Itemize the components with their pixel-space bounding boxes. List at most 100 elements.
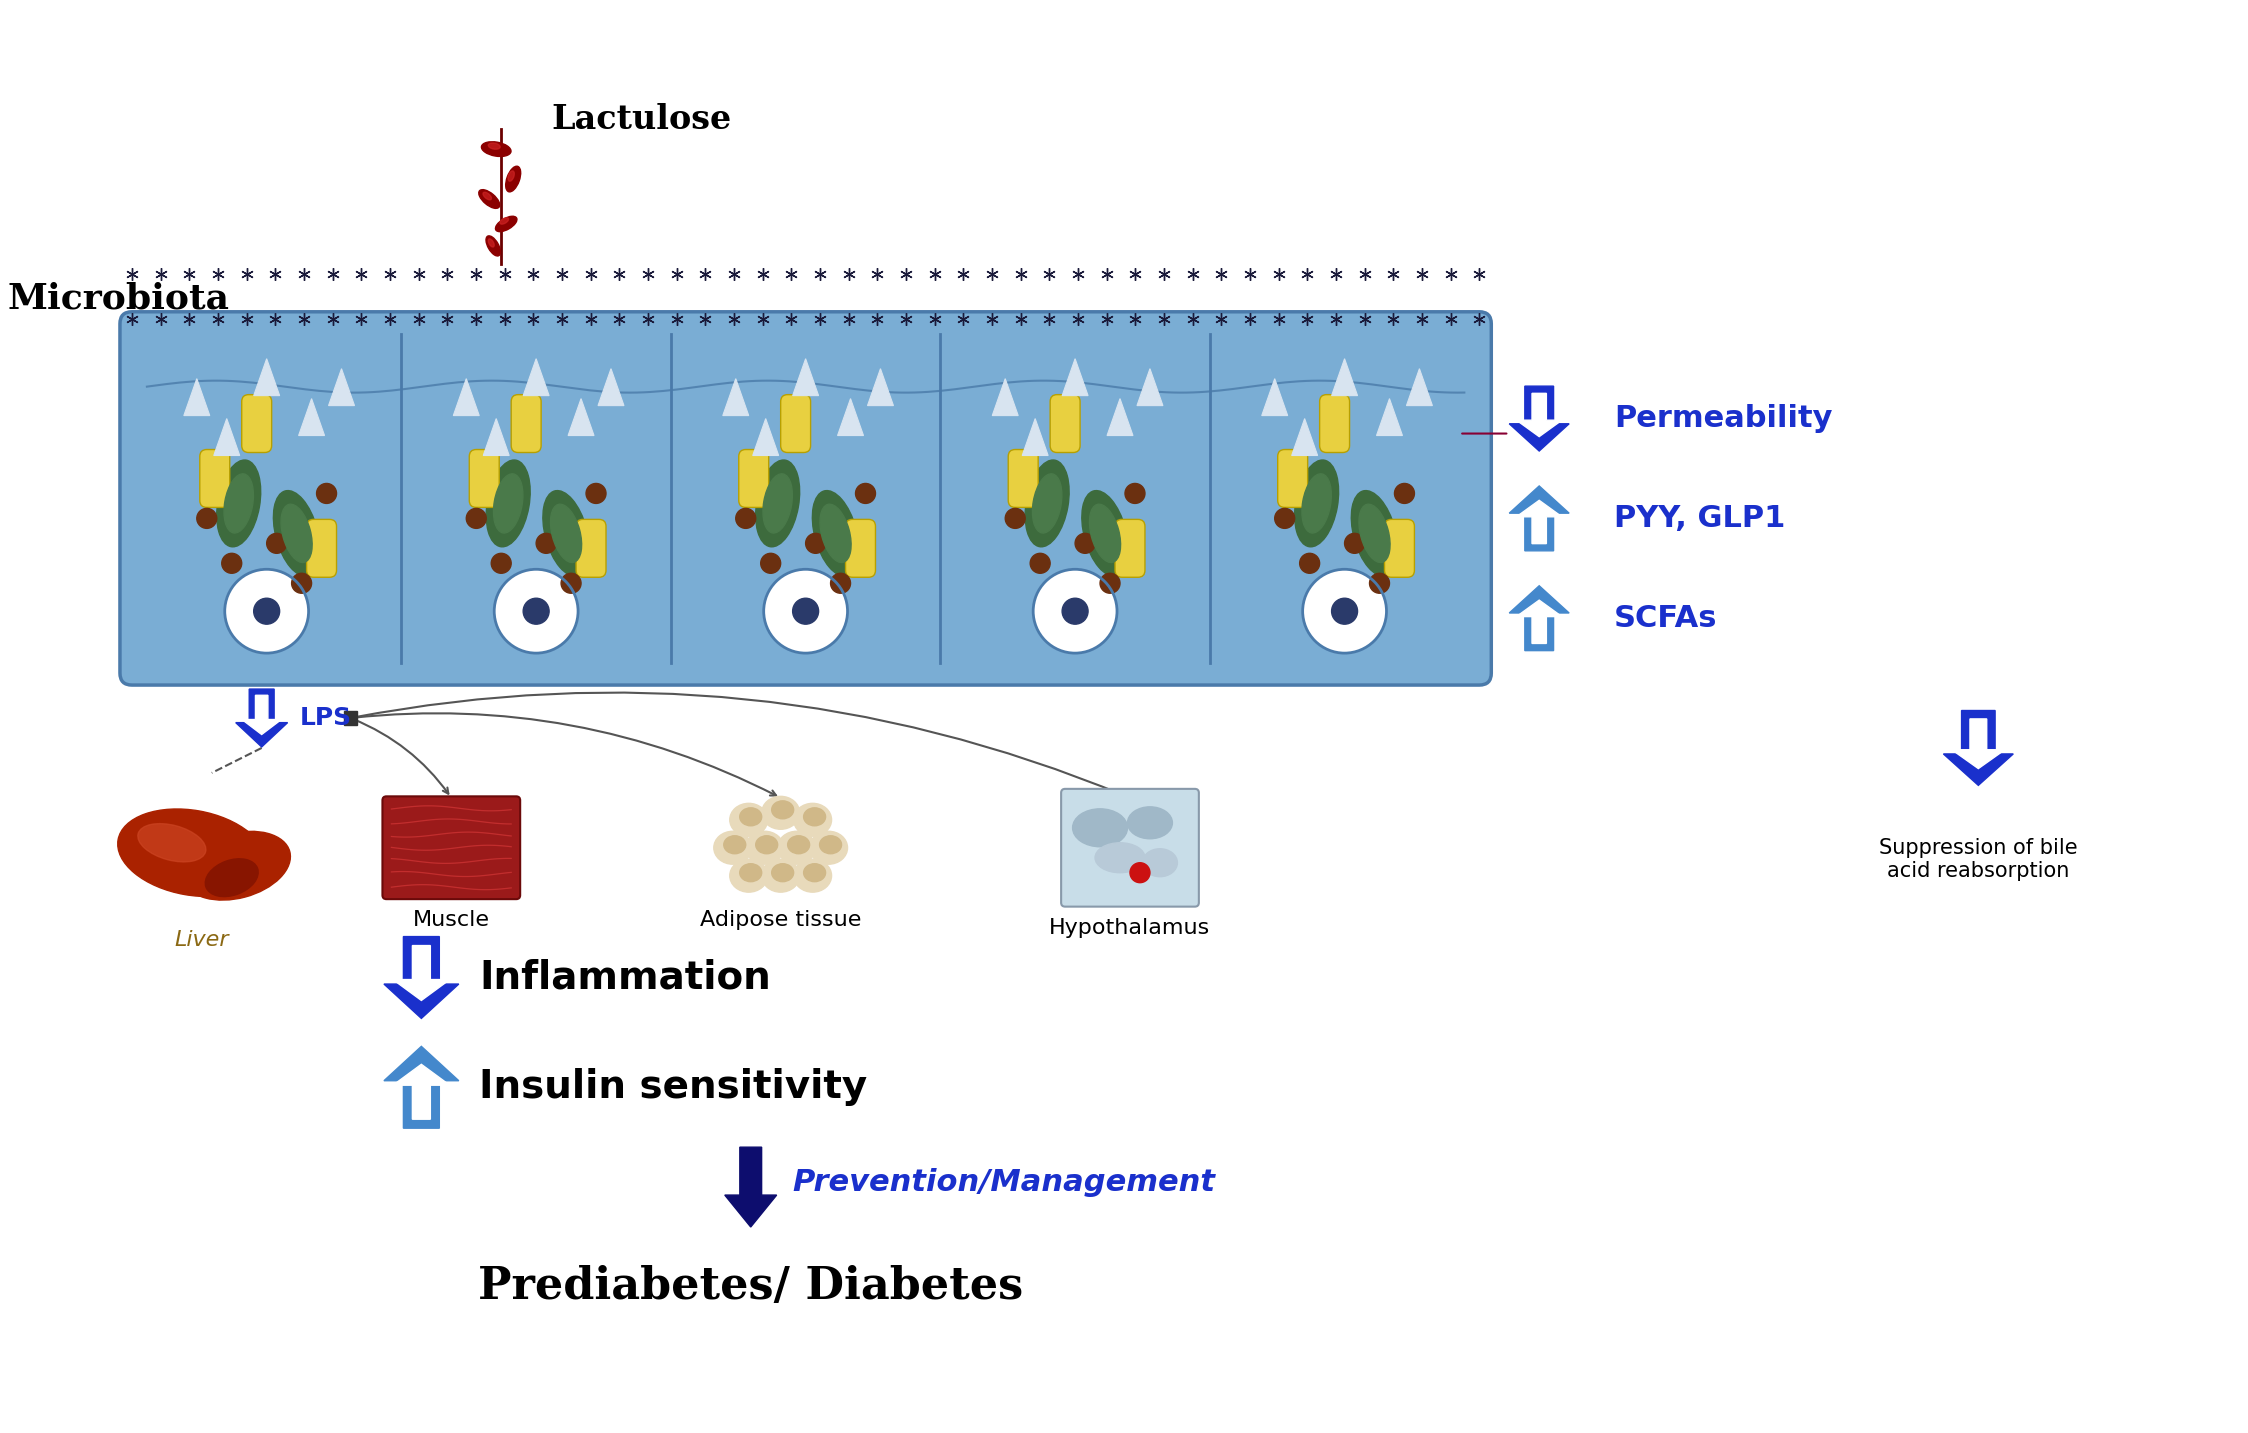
Circle shape xyxy=(254,598,279,625)
Polygon shape xyxy=(1293,418,1317,456)
Circle shape xyxy=(805,533,825,553)
Text: Hypothalamus: Hypothalamus xyxy=(1050,917,1212,937)
Circle shape xyxy=(535,533,555,553)
Polygon shape xyxy=(1376,398,1403,436)
Polygon shape xyxy=(384,937,459,1019)
Polygon shape xyxy=(1508,486,1569,550)
Ellipse shape xyxy=(274,490,319,576)
Polygon shape xyxy=(1508,586,1569,651)
Text: Permeability: Permeability xyxy=(1614,404,1832,433)
Polygon shape xyxy=(1517,600,1562,643)
Ellipse shape xyxy=(1081,490,1128,576)
Text: Inflammation: Inflammation xyxy=(479,959,771,996)
Ellipse shape xyxy=(771,801,794,818)
Polygon shape xyxy=(299,398,324,436)
Ellipse shape xyxy=(551,504,582,563)
Text: Adipose tissue: Adipose tissue xyxy=(699,910,861,930)
Polygon shape xyxy=(328,368,355,406)
Ellipse shape xyxy=(794,804,832,837)
FancyBboxPatch shape xyxy=(780,394,812,453)
Circle shape xyxy=(760,553,780,573)
Text: Muscle: Muscle xyxy=(414,910,490,930)
Circle shape xyxy=(764,569,847,653)
Circle shape xyxy=(1099,573,1120,593)
Ellipse shape xyxy=(778,831,816,864)
Ellipse shape xyxy=(205,858,259,897)
Ellipse shape xyxy=(1142,848,1178,877)
Polygon shape xyxy=(483,418,510,456)
Circle shape xyxy=(587,483,607,503)
Polygon shape xyxy=(598,368,625,406)
Ellipse shape xyxy=(483,192,492,199)
Polygon shape xyxy=(214,418,241,456)
Circle shape xyxy=(1394,483,1414,503)
Text: LPS: LPS xyxy=(299,706,351,729)
Ellipse shape xyxy=(216,460,261,547)
Ellipse shape xyxy=(499,218,508,224)
Circle shape xyxy=(1124,483,1144,503)
Circle shape xyxy=(317,483,337,503)
Circle shape xyxy=(1344,533,1365,553)
FancyBboxPatch shape xyxy=(1277,450,1308,507)
Ellipse shape xyxy=(225,474,254,533)
Bar xyxy=(344,711,357,725)
FancyBboxPatch shape xyxy=(740,450,769,507)
Circle shape xyxy=(735,509,755,529)
Circle shape xyxy=(1061,598,1088,625)
Ellipse shape xyxy=(506,166,522,192)
Polygon shape xyxy=(384,1046,459,1128)
Polygon shape xyxy=(839,398,863,436)
Ellipse shape xyxy=(486,236,501,257)
Ellipse shape xyxy=(542,490,589,576)
Polygon shape xyxy=(393,946,450,1000)
Ellipse shape xyxy=(821,504,852,563)
Polygon shape xyxy=(991,378,1018,416)
Polygon shape xyxy=(1951,719,2005,768)
FancyBboxPatch shape xyxy=(243,394,272,453)
Text: Prediabetes/ Diabetes: Prediabetes/ Diabetes xyxy=(479,1265,1023,1308)
Ellipse shape xyxy=(731,804,769,837)
Text: SCFAs: SCFAs xyxy=(1614,603,1717,633)
Polygon shape xyxy=(1407,368,1432,406)
Circle shape xyxy=(465,509,486,529)
Circle shape xyxy=(495,569,578,653)
Ellipse shape xyxy=(281,504,312,563)
Circle shape xyxy=(794,598,818,625)
Circle shape xyxy=(292,573,312,593)
Circle shape xyxy=(1331,598,1358,625)
Ellipse shape xyxy=(724,835,746,854)
FancyBboxPatch shape xyxy=(382,797,519,898)
Ellipse shape xyxy=(715,831,751,864)
Polygon shape xyxy=(1061,358,1088,396)
Ellipse shape xyxy=(488,239,495,246)
Ellipse shape xyxy=(821,835,841,854)
FancyBboxPatch shape xyxy=(1115,519,1144,577)
Ellipse shape xyxy=(495,474,524,533)
Ellipse shape xyxy=(508,171,515,181)
Ellipse shape xyxy=(809,831,847,864)
FancyBboxPatch shape xyxy=(200,450,229,507)
Polygon shape xyxy=(254,358,279,396)
Ellipse shape xyxy=(479,189,499,208)
Polygon shape xyxy=(236,689,288,747)
Ellipse shape xyxy=(137,824,207,861)
FancyBboxPatch shape xyxy=(119,312,1490,685)
Ellipse shape xyxy=(740,808,762,825)
Polygon shape xyxy=(1106,398,1133,436)
Polygon shape xyxy=(184,378,209,416)
Ellipse shape xyxy=(1032,474,1061,533)
FancyBboxPatch shape xyxy=(1007,450,1039,507)
Ellipse shape xyxy=(486,460,531,547)
Polygon shape xyxy=(724,378,749,416)
FancyBboxPatch shape xyxy=(1050,394,1079,453)
Polygon shape xyxy=(1508,385,1569,451)
Circle shape xyxy=(856,483,874,503)
Polygon shape xyxy=(569,398,593,436)
Polygon shape xyxy=(454,378,479,416)
Circle shape xyxy=(1034,569,1117,653)
Ellipse shape xyxy=(1025,460,1070,547)
Ellipse shape xyxy=(1351,490,1398,576)
Circle shape xyxy=(562,573,580,593)
FancyBboxPatch shape xyxy=(470,450,499,507)
Circle shape xyxy=(1030,553,1050,573)
